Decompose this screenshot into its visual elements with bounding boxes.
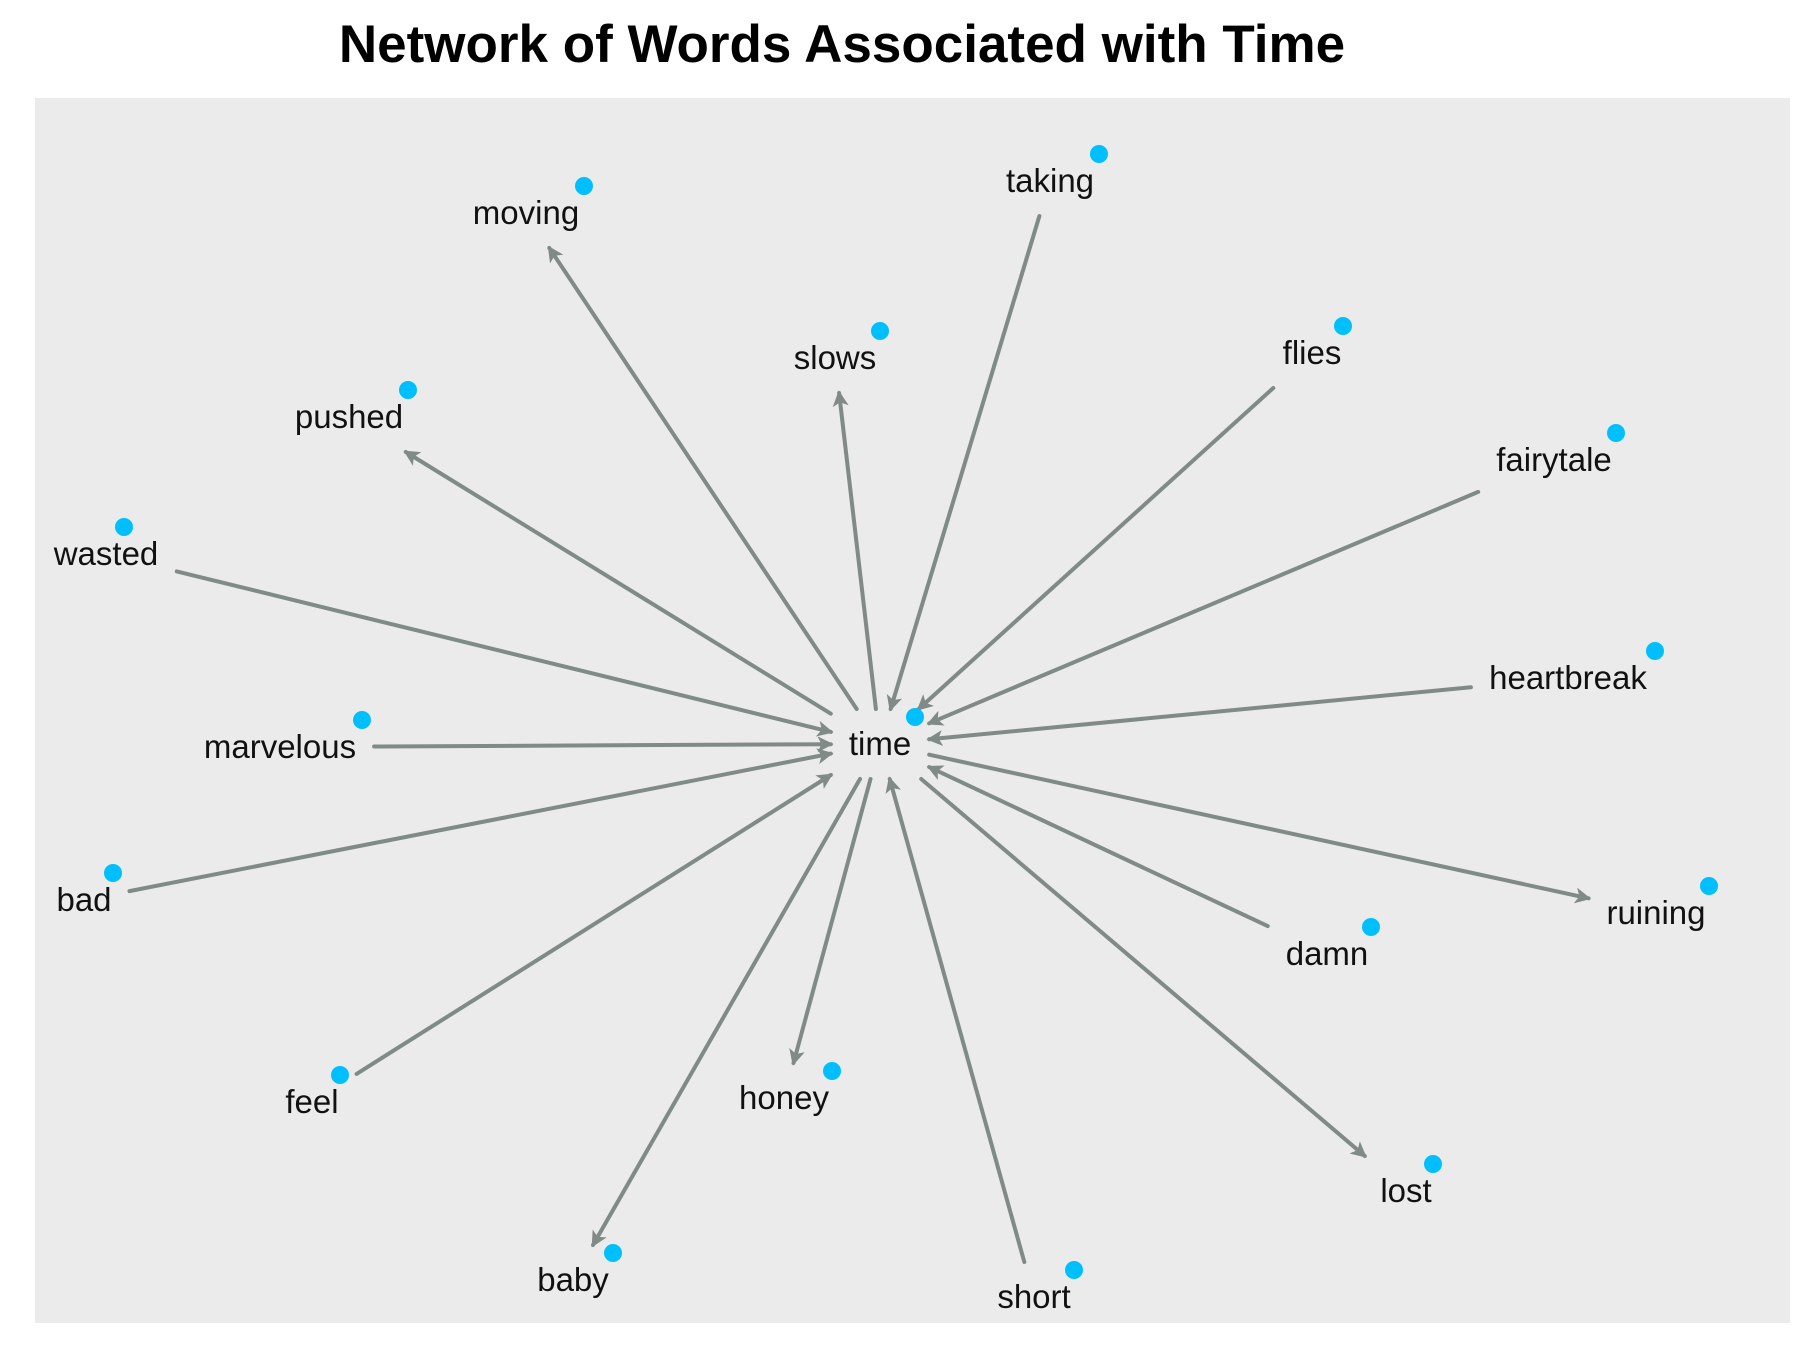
node-damn xyxy=(1362,918,1380,936)
node-flies xyxy=(1334,317,1352,335)
node-label-fairytale: fairytale xyxy=(1496,441,1612,478)
node-slows xyxy=(871,322,889,340)
edge-wasted-to-time xyxy=(174,569,834,737)
labels-layer: time moving taking slows flies pushed fairytal… xyxy=(53,162,1706,1315)
node-label-lost: lost xyxy=(1380,1172,1431,1209)
node-label-bad: bad xyxy=(56,881,111,918)
node-label-short: short xyxy=(997,1278,1070,1315)
node-label-slows: slows xyxy=(794,339,877,376)
node-bad xyxy=(104,864,122,882)
node-label-moving: moving xyxy=(473,194,579,231)
node-marvelous xyxy=(353,711,371,729)
node-moving xyxy=(575,177,593,195)
node-label-taking: taking xyxy=(1006,162,1094,199)
node-heartbreak xyxy=(1646,642,1664,660)
edge-heartbreak-to-time xyxy=(926,685,1473,746)
edge-fairytale-to-time xyxy=(926,489,1481,726)
node-lost xyxy=(1424,1155,1442,1173)
node-label-time: time xyxy=(849,725,911,762)
node-ruining xyxy=(1700,877,1718,895)
edge-time-to-pushed xyxy=(403,450,833,716)
nodes-layer xyxy=(104,145,1718,1279)
node-label-marvelous: marvelous xyxy=(204,728,356,765)
edge-damn-to-time xyxy=(926,765,1270,929)
node-label-damn: damn xyxy=(1286,935,1369,972)
node-label-pushed: pushed xyxy=(295,398,403,435)
edge-flies-to-time xyxy=(916,386,1276,711)
edge-time-to-moving xyxy=(547,245,859,711)
node-wasted xyxy=(115,518,133,536)
chart-title: Network of Words Associated with Time xyxy=(339,15,1345,74)
node-time xyxy=(906,708,924,726)
node-pushed xyxy=(399,381,417,399)
node-label-honey: honey xyxy=(739,1079,829,1116)
node-baby xyxy=(604,1244,622,1262)
node-label-ruining: ruining xyxy=(1606,894,1705,931)
node-taking xyxy=(1090,145,1108,163)
edge-short-to-time xyxy=(885,776,1027,1264)
edge-taking-to-time xyxy=(886,214,1042,712)
edge-time-to-honey xyxy=(789,777,873,1066)
edge-time-to-lost xyxy=(919,777,1367,1158)
node-label-flies: flies xyxy=(1283,334,1342,371)
edge-bad-to-time xyxy=(127,748,834,894)
node-honey xyxy=(823,1062,841,1080)
edge-feel-to-time xyxy=(354,773,834,1076)
edge-marvelous-to-time xyxy=(372,736,834,753)
node-label-feel: feel xyxy=(285,1083,338,1120)
edge-time-to-ruining xyxy=(927,752,1592,904)
edge-time-to-baby xyxy=(591,777,862,1248)
node-label-heartbreak: heartbreak xyxy=(1489,659,1647,696)
node-label-wasted: wasted xyxy=(53,535,159,572)
node-short xyxy=(1065,1261,1083,1279)
node-fairytale xyxy=(1607,424,1625,442)
node-feel xyxy=(331,1066,349,1084)
edge-time-to-slows xyxy=(832,390,878,711)
node-label-baby: baby xyxy=(537,1261,609,1298)
edges-layer xyxy=(127,214,1592,1264)
